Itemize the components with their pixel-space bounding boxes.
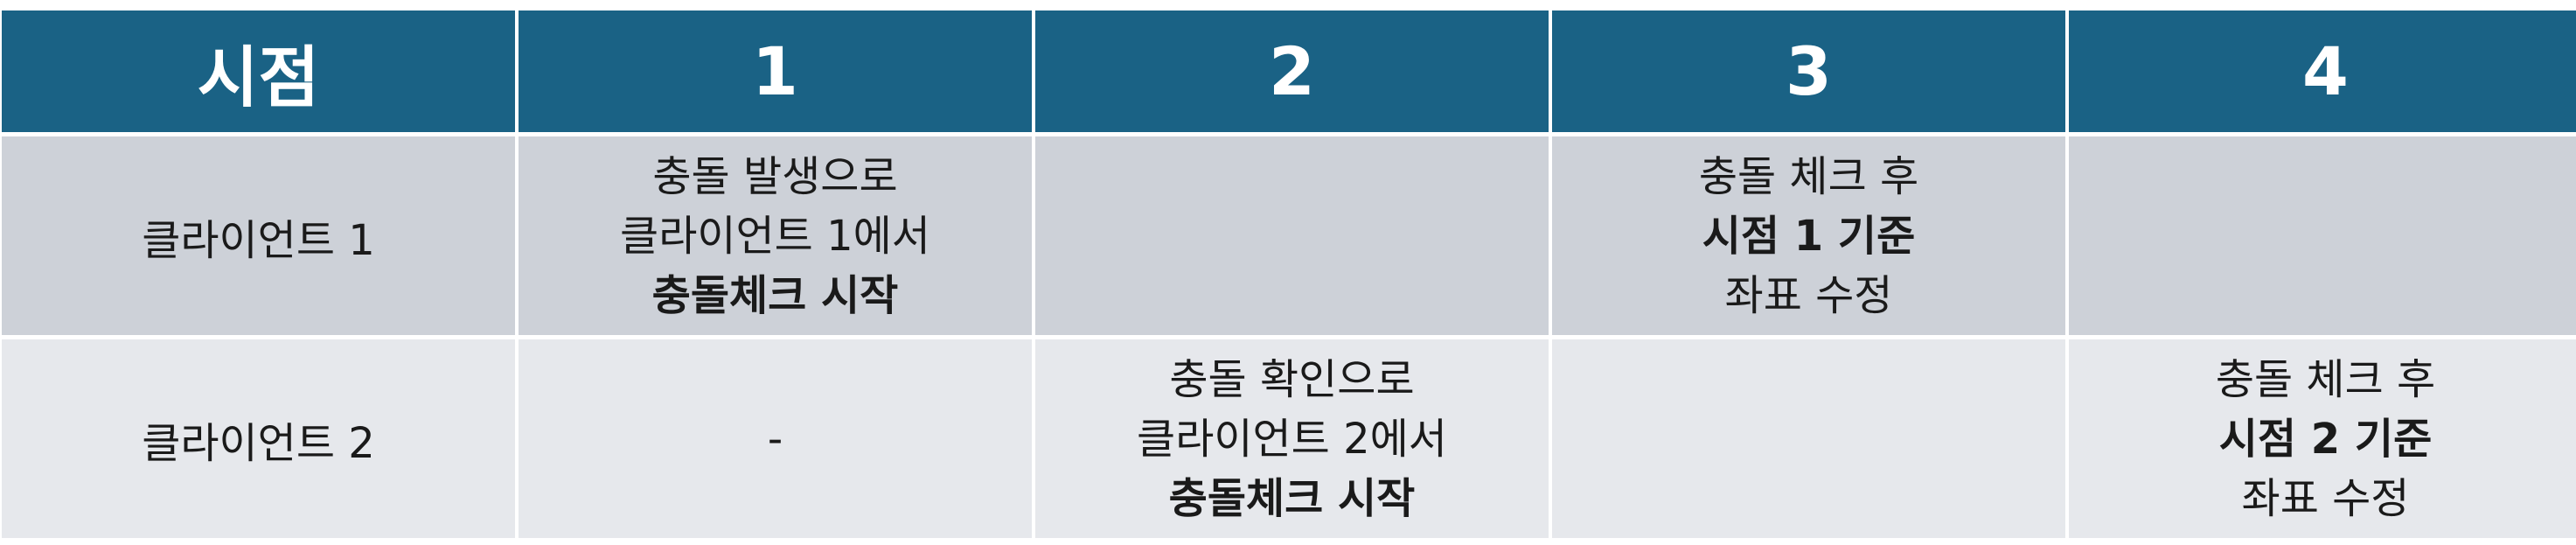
table-cell-client2-t1: - xyxy=(519,339,1032,538)
cell-line-emphasis: 충돌체크 시작 xyxy=(1168,473,1416,523)
cell-line: 클라이언트 2에서 xyxy=(1137,414,1447,464)
header-cell-3: 3 xyxy=(1552,10,2065,132)
row-label: 클라이언트 1 xyxy=(142,215,375,265)
cell-line: 좌표 수정 xyxy=(1724,270,1893,320)
cell-line: 충돌 체크 후 xyxy=(2215,354,2436,404)
header-label: 4 xyxy=(2302,32,2349,110)
row-label-client-1: 클라이언트 1 xyxy=(2,136,515,335)
table-cell-client2-t2: 충돌 확인으로 클라이언트 2에서 충돌체크 시작 xyxy=(1035,339,1549,538)
header-label: 2 xyxy=(1269,32,1315,110)
cell-line-emphasis: 시점 2 기준 xyxy=(2218,414,2433,464)
cell-line: 충돌 발생으로 xyxy=(652,151,898,201)
header-label: 1 xyxy=(752,32,798,110)
header-cell-4: 4 xyxy=(2069,10,2576,132)
cell-line: 좌표 수정 xyxy=(2241,473,2410,523)
header-cell-2: 2 xyxy=(1035,10,1549,132)
cell-line: 클라이언트 1에서 xyxy=(620,211,930,261)
header-cell-1: 1 xyxy=(519,10,1032,132)
cell-line: 충돌 확인으로 xyxy=(1169,354,1415,404)
header-cell-timepoint: 시점 xyxy=(2,10,515,132)
table-cell-client2-t4: 충돌 체크 후 시점 2 기준 좌표 수정 xyxy=(2069,339,2576,538)
table-cell-client1-t1: 충돌 발생으로 클라이언트 1에서 충돌체크 시작 xyxy=(519,136,1032,335)
table-cell-client1-t3: 충돌 체크 후 시점 1 기준 좌표 수정 xyxy=(1552,136,2065,335)
header-label: 3 xyxy=(1786,32,1832,110)
row-label-client-2: 클라이언트 2 xyxy=(2,339,515,538)
table-cell-client2-t3 xyxy=(1552,339,2065,538)
cell-line-emphasis: 시점 1 기준 xyxy=(1702,211,1916,261)
cell-line: 충돌 체크 후 xyxy=(1698,151,1919,201)
table-cell-client1-t4 xyxy=(2069,136,2576,335)
cell-line: - xyxy=(767,414,783,464)
row-label: 클라이언트 2 xyxy=(142,418,375,468)
cell-line-emphasis: 충돌체크 시작 xyxy=(651,270,899,320)
table-cell-client1-t2 xyxy=(1035,136,1549,335)
header-label: 시점 xyxy=(197,38,320,116)
